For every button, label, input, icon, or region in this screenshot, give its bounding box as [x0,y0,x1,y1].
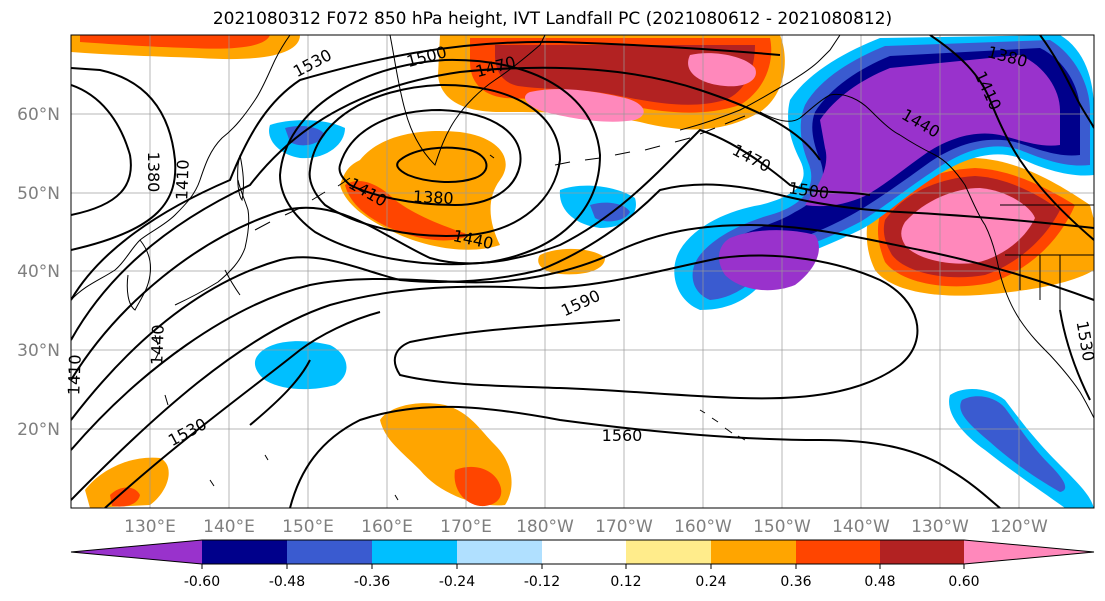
colorbar-tick-label: 0.12 [610,574,641,590]
coastline-japan [174,179,250,306]
contour-label: 1380 [144,152,163,193]
ivt-positive-region [538,248,605,275]
height-contour [104,311,381,508]
map-panel: 1530 1500 1470 1380 1410 1440 1350 1410 … [64,34,1098,509]
height-contour [71,84,132,216]
ivt-positive-region [80,35,270,49]
lon-label: 150°E [282,517,334,537]
lat-label: 20°N [17,420,60,440]
colorbar-tick-label: 0.24 [695,574,726,590]
colorbar: -0.60 -0.48 -0.36 -0.24 -0.12 0.12 0.24 … [70,539,1095,590]
colorbar-tick-label: -0.60 [184,574,220,590]
lat-label: 30°N [17,341,60,361]
contour-label: 1380 [412,187,454,208]
colorbar-segment [626,540,711,564]
lon-label: 140°W [832,517,890,537]
height-contour [71,223,1094,451]
lon-label: 120°W [990,517,1048,537]
colorbar-tick-label: 0.48 [864,574,895,590]
height-contour [338,108,522,207]
ivt-positive-region [345,180,470,241]
colorbar-segment [202,540,287,564]
lon-label: 170°W [595,517,653,537]
colorbar-segment [287,540,372,564]
colorbar-segment [796,540,880,564]
height-contour [71,67,177,251]
colorbar-segment [372,540,457,564]
colorbar-segment [964,540,1094,564]
colorbar-tick-label: -0.12 [524,574,560,590]
lon-label: 170°E [440,517,492,537]
coastline-na-borders [1000,204,1094,310]
height-contour [1039,35,1094,129]
ivt-positive-region [901,188,1035,264]
colorbar-tick-label: 0.60 [948,574,979,590]
lon-label: 130°W [911,517,969,537]
height-contours [71,35,1094,508]
colorbar-segment [71,540,202,564]
ivt-negative-region [805,55,1060,207]
contour-label: 1410 [172,159,192,200]
coastline-asia [71,35,291,301]
ivt-negative-region [718,230,819,291]
colorbar-ticks [201,564,965,569]
lon-label: 150°W [753,517,811,537]
height-contour [289,405,1001,508]
contour-label: 1560 [602,426,643,445]
longitude-labels: 130°E 140°E 150°E 160°E 170°E 180°W 170°… [124,517,1048,537]
ivt-negative-region [960,396,1066,492]
ivt-positive-region [110,487,140,507]
lat-label: 60°N [17,105,60,125]
coastline-aleutians [554,115,746,166]
lon-label: 130°E [124,517,176,537]
lon-label: 160°W [674,517,732,537]
height-contour [71,66,821,341]
contour-label: 1410 [64,354,84,395]
height-contour [308,83,562,237]
latitude-labels: 60°N 50°N 40°N 30°N 20°N [17,105,60,440]
coastline-alaska [679,35,901,136]
contour-label: 1440 [147,324,167,365]
height-contour [929,35,1094,241]
colorbar-tick-label: -0.48 [269,574,305,590]
coastline-sakhalin [237,154,244,202]
coastline-hawaii [699,409,746,441]
height-contour [71,40,781,301]
ivt-positive-region [688,53,756,87]
colorbar-segment [711,540,796,564]
ivt-negative-region [254,341,347,390]
coastlines [71,35,1094,501]
lon-label: 140°E [203,517,255,537]
coastline-kamchatka [389,35,546,166]
coastline-na-west [899,134,1094,419]
lat-label: 50°N [17,184,60,204]
height-contour [278,58,602,266]
lon-label: 160°E [361,517,413,537]
height-contour [71,128,871,381]
colorbar-segment [880,540,964,564]
map-frame [70,34,1095,509]
coastline-islands [154,154,495,501]
map-title: 2021080312 F072 850 hPa height, IVT Land… [212,9,893,29]
colorbar-segment [457,540,542,564]
height-contour [1059,309,1091,401]
colorbar-tick-label: -0.36 [354,574,390,590]
lat-label: 40°N [17,262,60,282]
height-contour [71,183,1094,421]
lon-label: 180°W [516,517,574,537]
height-contour [396,146,488,183]
colorbar-tick-label: 0.36 [780,574,811,590]
colorbar-tick-label: -0.24 [439,574,475,590]
height-contour [71,254,919,501]
colorbar-segment [542,540,626,564]
